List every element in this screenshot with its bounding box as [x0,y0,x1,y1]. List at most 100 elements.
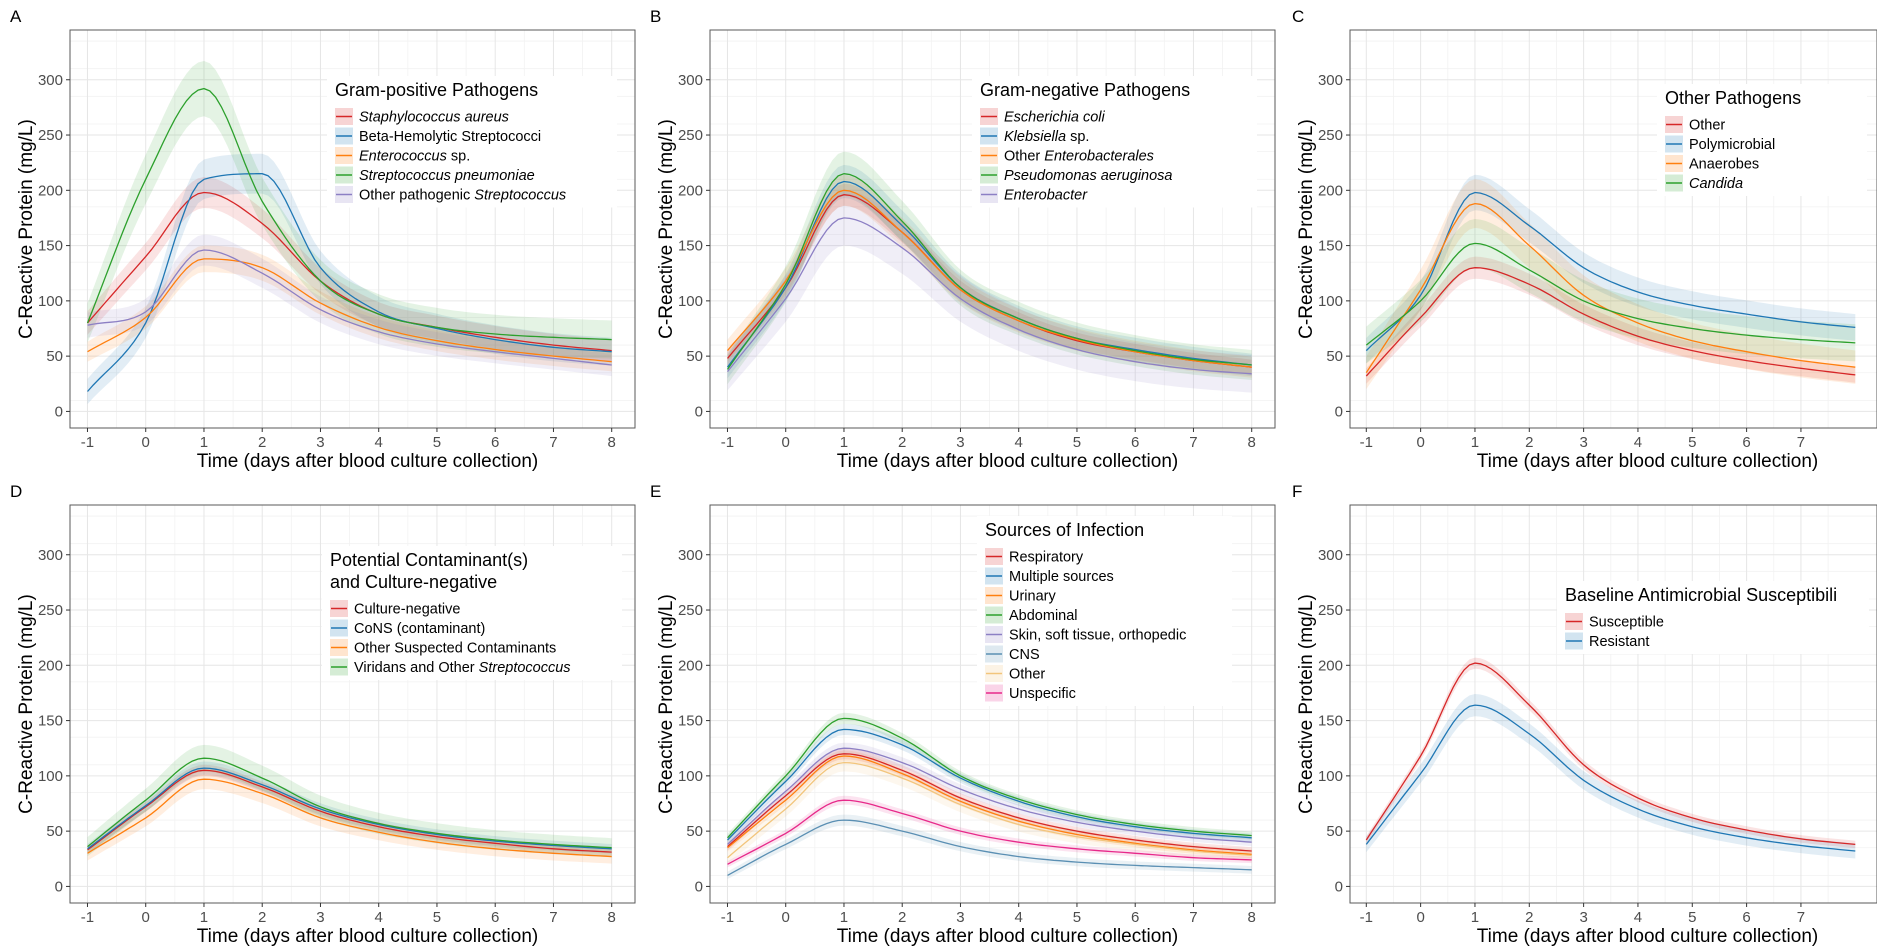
series-line-unspecific [727,799,1252,865]
x-tick-label: 5 [433,434,441,451]
y-tick-label: 0 [695,403,703,420]
panel-letter: C [1292,7,1304,26]
panel-a: A 0 50 100 150 200 250 300 -1 0 1 2 3 4 5 6 7 8 Time (days… [10,7,636,472]
ribbon-viridans-and-other-streptococcus [87,744,612,858]
panel-letter: D [10,482,22,501]
y-tick-label: 0 [55,403,63,420]
y-tick-label: 250 [678,602,703,619]
x-tick-label: 4 [1015,909,1023,926]
legend-label-other-suspected-contaminants: Other Suspected Contaminants [354,641,556,657]
x-tick-label: 8 [608,909,616,926]
series-line-candida [1365,242,1856,346]
panel-e: E 0 50 100 150 200 250 300 -1 0 1 2 3 4 5 6 7 8 Time (days… [650,482,1276,946]
series-line-enterobacter [726,217,1252,375]
ribbon-other-enterobacterales [727,174,1252,378]
y-tick-label: 200 [1318,657,1343,674]
plot-series [86,61,612,405]
series-line-urinary [727,755,1252,856]
ribbon-streptococcus-pneumoniae [87,61,612,359]
y-tick-label: 50 [46,348,63,365]
x-tick-label: 1 [200,434,208,451]
x-tick-label: 1 [840,909,848,926]
y-tick-label: 0 [1335,878,1343,895]
legend-title: Other Pathogens [1665,88,1801,108]
x-tick-label: 6 [1131,434,1139,451]
series-line-other-pathogenic-streptococcus [87,249,612,366]
ribbon-anaerobes [1366,179,1856,390]
ribbon-candida [1366,219,1856,364]
y-tick-label: 50 [686,348,703,365]
y-tick-label: 150 [38,713,63,730]
x-tick-label: -1 [721,909,734,926]
x-tick-label: 7 [1189,909,1197,926]
series-line-other-enterobacterales [727,189,1252,368]
legend-background [977,516,1232,706]
x-axis-title: Time (days after blood culture collectio… [837,926,1178,946]
plot-series [1365,657,1856,859]
legend-label-escherichia-coli: Escherichia coli [1004,110,1106,126]
y-tick-label: 250 [38,602,63,619]
y-tick-label: 250 [1318,602,1343,619]
series-line-susceptible [1365,662,1856,846]
x-axis-title: Time (days after blood culture collectio… [197,926,538,946]
legend-title: Gram-negative Pathogens [980,80,1190,100]
series-line-cons-contaminant [87,767,612,850]
ribbon-beta-hemolytic-streptococci [87,153,612,405]
legend-title: Gram-positive Pathogens [335,80,538,100]
ribbon-klebsiella-sp [727,164,1252,379]
legend-label-polymicrobial: Polymicrobial [1689,137,1775,153]
ribbon-skin-soft-tissue-orthopedic [727,742,1252,849]
x-tick-label: 5 [433,909,441,926]
y-tick-label: 0 [1335,403,1343,420]
x-tick-label: 3 [1579,434,1587,451]
series-line-cns [727,819,1252,876]
y-tick-label: 100 [678,768,703,785]
x-tick-label: 8 [608,434,616,451]
x-tick-label: 1 [1471,909,1479,926]
gridlines [1350,30,1877,428]
ribbon-resistant [1366,694,1856,859]
panel-border [709,29,1276,429]
x-tick-label: 6 [1131,909,1139,926]
y-tick-label: 300 [1318,547,1343,564]
legend-label-klebsiella-sp: Klebsiella sp. [1004,129,1089,145]
x-tick-label: 2 [258,909,266,926]
x-axis-title: Time (days after blood culture collectio… [1477,926,1818,946]
y-axis-title: C-Reactive Protein (mg/L) [1296,594,1317,814]
ribbon-respiratory [727,748,1252,855]
series-line-other [1365,267,1856,377]
y-tick-label: 50 [46,823,63,840]
x-tick-label: 6 [491,909,499,926]
x-tick-label: 2 [898,434,906,451]
y-tick-label: 200 [38,182,63,199]
x-tick-label: 1 [200,909,208,926]
series-line-enterococcus-sp [87,258,612,363]
legend-label-beta-hemolytic-streptococci: Beta-Hemolytic Streptococci [359,129,541,145]
legend-label-other-enterobacterales: Other Enterobacterales [1004,149,1154,165]
y-tick-label: 300 [38,547,63,564]
x-tick-label: 7 [1189,434,1197,451]
y-axis-title: C-Reactive Protein (mg/L) [656,119,677,339]
x-tick-label: 5 [1688,909,1696,926]
x-tick-label: 2 [1525,909,1533,926]
legend-title: Baseline Antimicrobial Susceptibili [1565,585,1837,605]
series-line-resistant [1365,704,1856,852]
y-tick-label: 0 [695,878,703,895]
x-tick-label: 0 [142,909,150,926]
legend-label-culture-negative: Culture-negative [354,602,460,618]
x-tick-label: 3 [316,909,324,926]
ribbon-unspecific [727,795,1252,868]
x-tick-label: 2 [1525,434,1533,451]
x-tick-label: 1 [840,434,848,451]
legend: Gram-negative Pathogens Escherichia coli K… [972,76,1257,208]
legend-title: Sources of Infection [985,520,1144,540]
x-tick-label: 7 [1797,434,1805,451]
y-tick-label: 300 [678,547,703,564]
x-tick-label: 4 [375,909,383,926]
legend-background [327,76,617,208]
panel-border [69,504,636,904]
x-tick-label: 3 [1579,909,1587,926]
series-line-skin-soft-tissue-orthopedic [727,747,1252,845]
